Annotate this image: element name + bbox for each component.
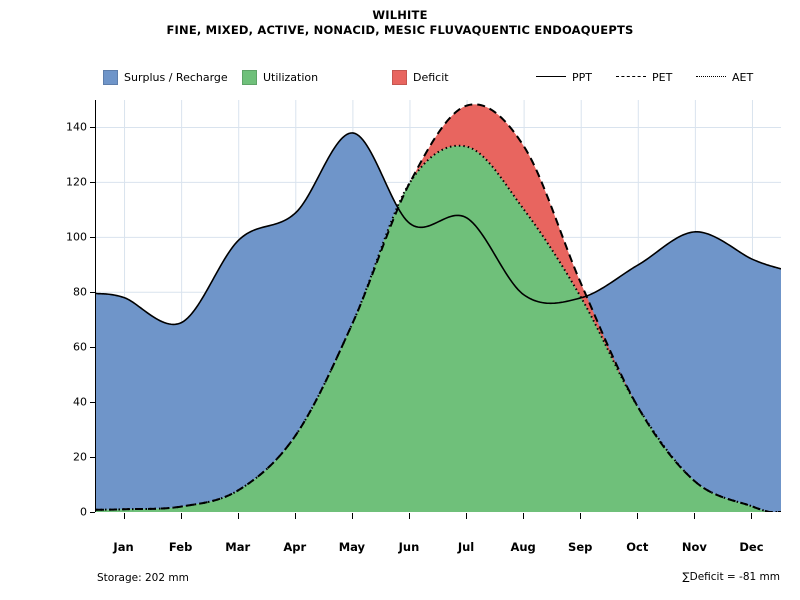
x-tick-label: Apr	[283, 540, 307, 554]
legend-swatch-utilization	[242, 69, 257, 85]
y-tick-label: 120	[66, 175, 87, 189]
x-tick-mark	[523, 513, 525, 519]
legend-line-aet	[696, 71, 726, 83]
legend-label-aet: AET	[732, 70, 754, 84]
legend-label-ppt: PPT	[572, 70, 592, 84]
y-tick-label: 140	[66, 120, 87, 134]
x-tick-label: May	[338, 540, 366, 554]
page-title: WILHITE	[372, 8, 428, 22]
x-tick-label: Jul	[457, 540, 475, 554]
x-tick-mark	[351, 513, 353, 519]
y-tick-label: 0	[80, 505, 87, 519]
x-tick-label: Sep	[568, 540, 593, 554]
legend-line-pet	[616, 71, 646, 83]
x-tick-mark	[408, 513, 410, 519]
legend-label-pet: PET	[652, 70, 673, 84]
x-tick-mark	[237, 513, 239, 519]
y-tick-label: 20	[73, 450, 87, 464]
y-tick-label: 60	[73, 340, 87, 354]
y-tick-label: 100	[66, 230, 87, 244]
x-tick-label: Nov	[681, 540, 707, 554]
y-tick-label: 80	[73, 285, 87, 299]
storage-annotation: Storage: 202 mm	[97, 572, 189, 584]
x-tick-mark	[123, 513, 125, 519]
legend-line-ppt	[536, 71, 566, 83]
y-tick-label: 40	[73, 395, 87, 409]
legend-item-surplus[interactable]: Surplus / Recharge	[103, 68, 228, 86]
legend-swatch-surplus	[103, 69, 118, 85]
x-tick-mark	[294, 513, 296, 519]
legend-item-aet[interactable]: AET	[696, 68, 753, 86]
x-tick-label: Dec	[739, 540, 764, 554]
x-tick-mark	[180, 513, 182, 519]
plot-area	[95, 100, 781, 512]
x-tick-mark	[751, 513, 753, 519]
x-tick-mark	[580, 513, 582, 519]
deficit-annotation: ∑Deficit = -81 mm	[682, 571, 780, 583]
legend-label-surplus: Surplus / Recharge	[124, 70, 228, 84]
x-tick-mark	[637, 513, 639, 519]
legend-swatch-deficit	[392, 69, 407, 85]
legend-label-deficit: Deficit	[413, 70, 449, 84]
plot-svg	[96, 100, 781, 512]
legend-label-utilization: Utilization	[263, 70, 319, 84]
legend-item-deficit[interactable]: Deficit	[392, 68, 449, 86]
chart-title-block: WILHITE FINE, MIXED, ACTIVE, NONACID, ME…	[0, 8, 800, 38]
x-tick-label: Aug	[510, 540, 536, 554]
x-tick-mark	[694, 513, 696, 519]
x-tick-label: Jan	[113, 540, 134, 554]
chart-legend: Surplus / Recharge Utilization Deficit P…	[0, 68, 800, 86]
legend-item-pet[interactable]: PET	[616, 68, 672, 86]
x-tick-label: Feb	[168, 540, 193, 554]
y-tick-mark	[90, 512, 95, 513]
legend-item-ppt[interactable]: PPT	[536, 68, 592, 86]
x-tick-mark	[466, 513, 468, 519]
legend-item-utilization[interactable]: Utilization	[242, 68, 318, 86]
x-tick-label: Oct	[626, 540, 649, 554]
page-subtitle: FINE, MIXED, ACTIVE, NONACID, MESIC FLUV…	[166, 23, 634, 37]
x-tick-label: Jun	[398, 540, 420, 554]
x-tick-label: Mar	[225, 540, 251, 554]
